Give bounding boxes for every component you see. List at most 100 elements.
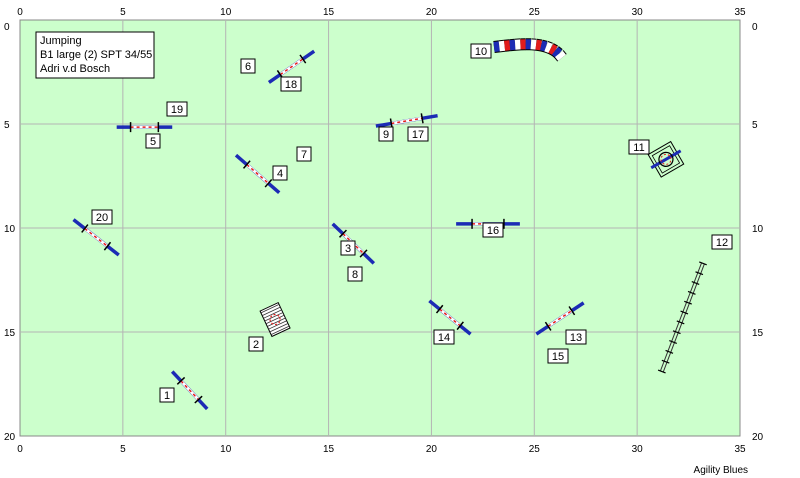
jump-wing-post xyxy=(568,306,576,316)
svg-text:9: 9 xyxy=(383,129,389,141)
svg-text:19: 19 xyxy=(171,104,183,116)
number-label-8: 8 xyxy=(347,266,363,282)
jump-bar-dashes xyxy=(391,117,423,125)
svg-text:11: 11 xyxy=(633,142,644,154)
weave-pole xyxy=(676,320,685,325)
frame-slat xyxy=(260,304,280,314)
jump-wing-post xyxy=(81,224,89,233)
tunnel-segment xyxy=(548,44,558,56)
weave-pole xyxy=(657,369,666,374)
svg-text:13: 13 xyxy=(570,332,582,344)
tire-ring-inner xyxy=(660,153,672,165)
tire-ring xyxy=(658,151,674,167)
jump-5 xyxy=(116,122,173,133)
svg-text:1: 1 xyxy=(164,390,170,402)
obstacle-2 xyxy=(259,301,291,338)
course-class: B1 large (2) SPT 34/55 xyxy=(40,49,152,61)
number-label-17: 17 xyxy=(407,126,429,142)
y-tick-label-right: 10 xyxy=(752,224,764,235)
svg-text:17: 17 xyxy=(412,129,424,141)
tunnel-segment xyxy=(554,50,566,61)
grid-lines xyxy=(20,20,740,436)
tunnel-segment xyxy=(551,46,563,58)
y-tick-label-left: 20 xyxy=(4,432,16,443)
weave-pole xyxy=(695,271,704,276)
number-label-3: 3 xyxy=(340,240,356,256)
jump-wing-post xyxy=(544,321,552,331)
x-tick-label-bottom: 20 xyxy=(426,444,438,455)
jump-20 xyxy=(72,218,120,257)
number-label-5: 5 xyxy=(145,133,161,149)
number-label-10: 10 xyxy=(470,43,492,59)
tire-11 xyxy=(647,140,685,178)
jump-bar-dashes xyxy=(439,308,461,327)
number-label-1: 1 xyxy=(159,387,175,403)
svg-text:14: 14 xyxy=(438,332,450,344)
weave-rail xyxy=(662,263,705,373)
jump-wing-post xyxy=(435,304,444,314)
jump-wing-post xyxy=(103,241,112,251)
tunnel-segment xyxy=(539,40,548,52)
svg-text:4: 4 xyxy=(277,168,283,180)
number-label-14: 14 xyxy=(433,329,455,345)
tire-base xyxy=(650,149,682,170)
jump-bar-dashes xyxy=(279,58,304,76)
x-tick-label-bottom: 15 xyxy=(323,444,335,455)
svg-text:2: 2 xyxy=(253,339,259,351)
jump-1 xyxy=(170,370,209,411)
jump-wing-post xyxy=(194,395,203,404)
y-tick-label-right: 5 xyxy=(752,120,758,131)
number-label-6: 6 xyxy=(240,58,256,74)
jump-wing-post xyxy=(338,229,347,238)
svg-text:16: 16 xyxy=(487,225,499,237)
number-label-16: 16 xyxy=(482,222,504,238)
jump-wing-post xyxy=(420,113,424,124)
jump-wing-post xyxy=(299,54,307,64)
frame-slat xyxy=(264,312,284,322)
svg-text:12: 12 xyxy=(716,237,728,249)
weave-pole xyxy=(691,281,700,286)
jump-wing-post xyxy=(359,249,368,258)
weave-pole xyxy=(665,349,674,354)
number-label-9: 9 xyxy=(378,126,394,142)
y-tick-label-left: 5 xyxy=(4,120,10,131)
jump-14 xyxy=(428,299,472,336)
weave-pole xyxy=(661,359,670,364)
jump-wing-post xyxy=(264,179,273,188)
y-tick-label-left: 15 xyxy=(4,328,16,339)
x-tick-label-bottom: 10 xyxy=(220,444,232,455)
svg-text:15: 15 xyxy=(552,351,564,363)
course-info-box: Jumping B1 large (2) SPT 34/55 Adri v.d … xyxy=(35,31,155,79)
svg-text:8: 8 xyxy=(352,269,358,281)
tunnel-segment xyxy=(504,40,511,51)
x-tick-label-bottom: 35 xyxy=(734,444,746,455)
weave-pole xyxy=(687,290,696,295)
tunnel-obstacle xyxy=(493,38,567,62)
y-tick-label-left: 0 xyxy=(4,22,10,33)
frame-slat xyxy=(270,325,290,335)
footer-brand: Agility Blues xyxy=(693,465,748,476)
jump-9 xyxy=(375,113,438,129)
number-label-7: 7 xyxy=(296,146,312,162)
course-type: Jumping xyxy=(40,35,82,47)
x-tick-label-top: 25 xyxy=(529,7,541,18)
y-tick-label-left: 10 xyxy=(4,224,16,235)
x-tick-label-bottom: 0 xyxy=(17,444,23,455)
tunnel-segment xyxy=(498,40,506,52)
weave-pole xyxy=(684,300,692,305)
svg-text:20: 20 xyxy=(96,212,108,224)
number-label-12: 12 xyxy=(711,234,733,250)
x-tick-label-top: 35 xyxy=(734,7,746,18)
x-tick-label-top: 15 xyxy=(323,7,335,18)
frame-slat xyxy=(267,317,286,327)
frame-slat xyxy=(262,306,281,316)
y-tick-label-right: 0 xyxy=(752,22,758,33)
tunnel-segment xyxy=(493,41,500,52)
x-tick-label-bottom: 5 xyxy=(120,444,126,455)
number-label-2: 2 xyxy=(248,336,264,352)
frame-slat xyxy=(269,323,289,333)
frame-slat xyxy=(263,309,282,319)
x-tick-label-bottom: 30 xyxy=(632,444,644,455)
jump-4 xyxy=(234,153,281,194)
jump-bar-dashes xyxy=(180,380,200,401)
